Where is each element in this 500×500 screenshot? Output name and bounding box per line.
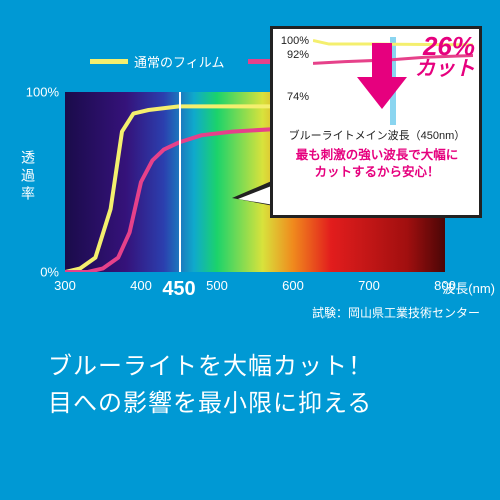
down-arrow-icon	[357, 43, 407, 113]
legend-label-normal: 通常のフィルム	[134, 52, 224, 71]
mini-y-100: 100%	[281, 35, 309, 47]
x-tick-400: 400	[130, 278, 152, 293]
mini-y-74: 74%	[287, 91, 309, 103]
pct-word: カット	[415, 59, 475, 79]
y-axis-label: 透過率	[18, 150, 38, 204]
test-credit: 試験：岡山県工業技術センター	[312, 304, 480, 321]
x-tick-500: 500	[206, 278, 228, 293]
y-tick-100: 100%	[26, 85, 59, 100]
mini-chart: 100% 92% 74% 26% カット	[313, 37, 473, 125]
x-tick-700: 700	[358, 278, 380, 293]
x-tick-600: 600	[282, 278, 304, 293]
legend-swatch-normal	[90, 59, 128, 64]
pct-callout: 26% カット	[415, 33, 475, 79]
callout-line2: 最も刺激の強い波長で大幅にカットするから安心！	[283, 147, 471, 181]
headline: ブルーライトを大幅カット！目への影響を最小限に抑える	[48, 348, 373, 422]
x-tick-450: 450	[162, 278, 195, 301]
x-tick-300: 300	[54, 278, 76, 293]
vline-450	[179, 92, 181, 272]
mini-y-92: 92%	[287, 49, 309, 61]
callout-line1: ブルーライトメイン波長（450nm）	[283, 127, 471, 143]
pct-value: 26%	[423, 31, 475, 61]
legend-item-normal: 通常のフィルム	[90, 52, 224, 71]
callout-tail	[232, 180, 274, 206]
x-axis-label: 波長(nm)	[442, 278, 495, 297]
callout-box: 100% 92% 74% 26% カット ブルーライトメイン波長（450nm） …	[270, 26, 482, 218]
